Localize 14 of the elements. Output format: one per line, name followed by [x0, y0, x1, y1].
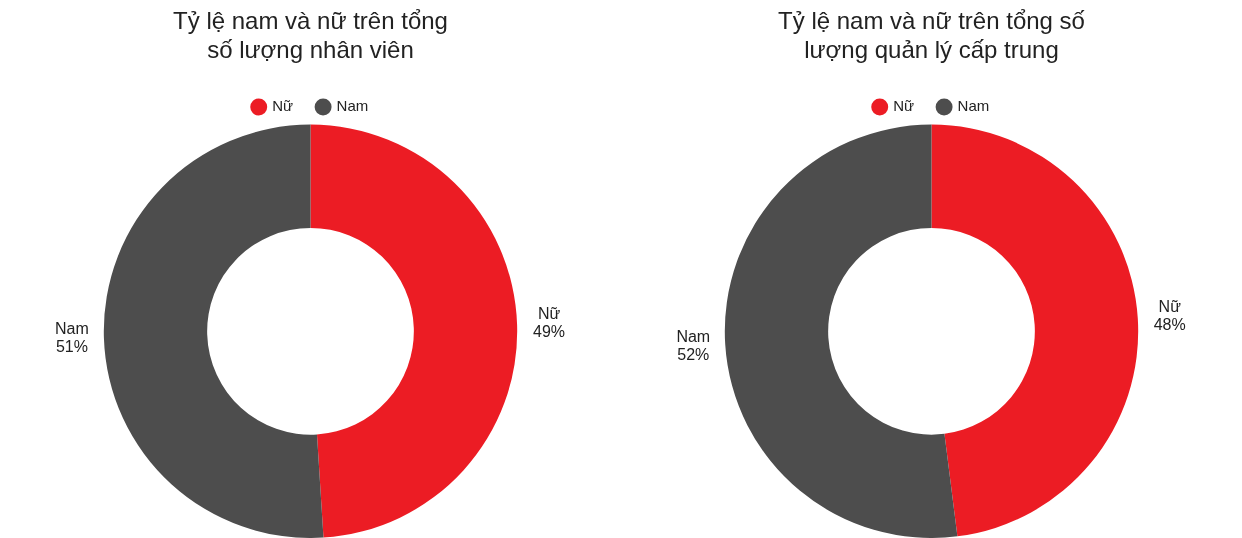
data-label: 51%: [55, 338, 88, 356]
data-label: 49%: [533, 323, 566, 341]
chart-title: Tỷ lệ nam và nữ trên tổng số lượng quản lý cấp trung: [778, 7, 1085, 63]
legend-label: Nữ: [272, 97, 294, 115]
data-label: 48%: [1153, 315, 1186, 333]
slice-label: Nữ: [1158, 297, 1182, 315]
legend-label: Nam: [336, 97, 369, 115]
slice-label: Nữ: [537, 305, 561, 323]
legend-label: Nữ: [893, 97, 915, 115]
legend-label: Nam: [957, 97, 990, 115]
slice-label: Nam: [55, 320, 89, 338]
data-label: 52%: [677, 345, 710, 363]
chart-title: Tỷ lệ nam và nữ trên tổng số lượng nhân viên: [173, 7, 448, 63]
slice-label: Nam: [676, 327, 711, 345]
